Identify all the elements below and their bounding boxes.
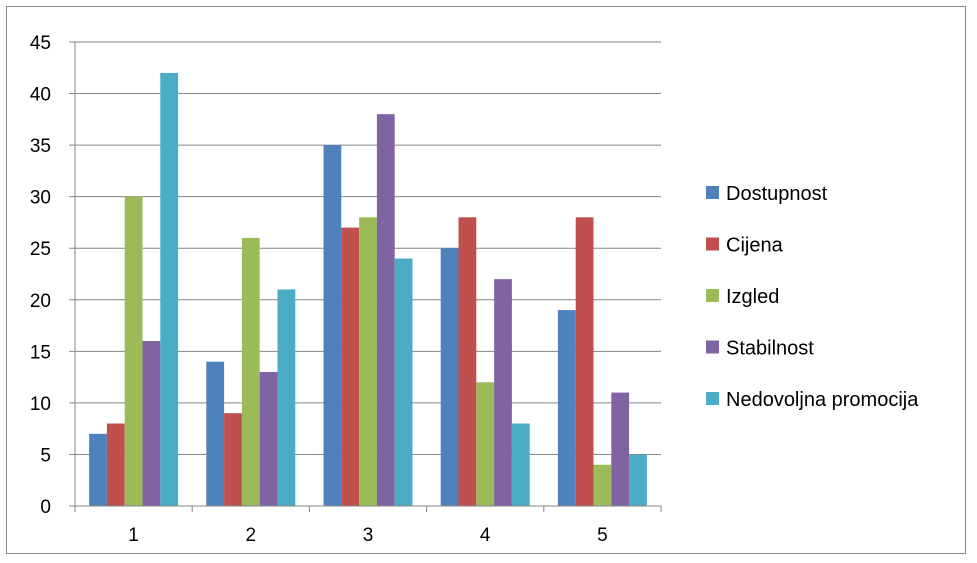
legend-swatch <box>706 392 719 405</box>
bar <box>142 341 161 506</box>
legend-label: Dostupnost <box>726 183 828 205</box>
bar <box>511 423 530 506</box>
bar <box>376 114 395 506</box>
legend: Dostupnost Cijena Izgled Stabilnost Nedovolj… <box>706 183 919 411</box>
bar <box>277 289 296 506</box>
y-tick-label: 5 <box>40 445 51 466</box>
y-tick-label: 25 <box>30 239 51 260</box>
x-tick-label: 1 <box>128 525 139 546</box>
bar <box>206 361 225 506</box>
x-tick-label: 4 <box>480 525 491 546</box>
bar <box>440 248 459 506</box>
x-tick-labels: 1 2 3 4 5 <box>128 525 607 546</box>
legend-swatch <box>706 186 719 199</box>
bar <box>241 237 260 506</box>
bars <box>89 72 647 507</box>
bar <box>160 72 179 506</box>
bar <box>359 217 377 507</box>
bar <box>224 413 242 506</box>
bar <box>629 454 647 506</box>
y-tick-label: 20 <box>30 291 51 312</box>
bar <box>458 217 477 507</box>
legend-label: Cijena <box>726 235 784 257</box>
bar <box>575 217 594 507</box>
legend-swatch <box>706 289 719 302</box>
y-tick-label: 10 <box>30 394 51 415</box>
y-tick-labels: 0 5 10 15 20 25 30 35 40 45 <box>30 33 51 518</box>
legend-label: Stabilnost <box>726 338 814 360</box>
y-tick-label: 0 <box>40 497 51 518</box>
bar <box>124 196 143 506</box>
x-tick-label: 3 <box>363 525 374 546</box>
bar <box>494 279 512 506</box>
y-tick-label: 45 <box>30 33 51 54</box>
bar <box>394 258 413 506</box>
bar <box>341 227 360 506</box>
axes <box>74 42 662 512</box>
legend-label: Nedovoljna promocija <box>726 389 919 411</box>
y-tick-label: 30 <box>30 188 51 209</box>
bar <box>89 433 107 506</box>
legend-swatch <box>706 237 719 251</box>
y-tick-label: 15 <box>30 342 51 363</box>
legend-label: Izgled <box>726 286 779 308</box>
bar <box>106 423 125 506</box>
y-tick-label: 35 <box>30 136 51 157</box>
bar <box>557 310 576 506</box>
legend-swatch <box>706 340 719 354</box>
bar <box>593 464 612 506</box>
bar <box>476 382 495 506</box>
bar <box>611 392 630 506</box>
bar <box>259 371 278 506</box>
bar <box>323 145 342 506</box>
y-tick-label: 40 <box>30 85 51 106</box>
x-tick-label: 5 <box>597 525 608 546</box>
x-tick-label: 2 <box>246 525 257 546</box>
